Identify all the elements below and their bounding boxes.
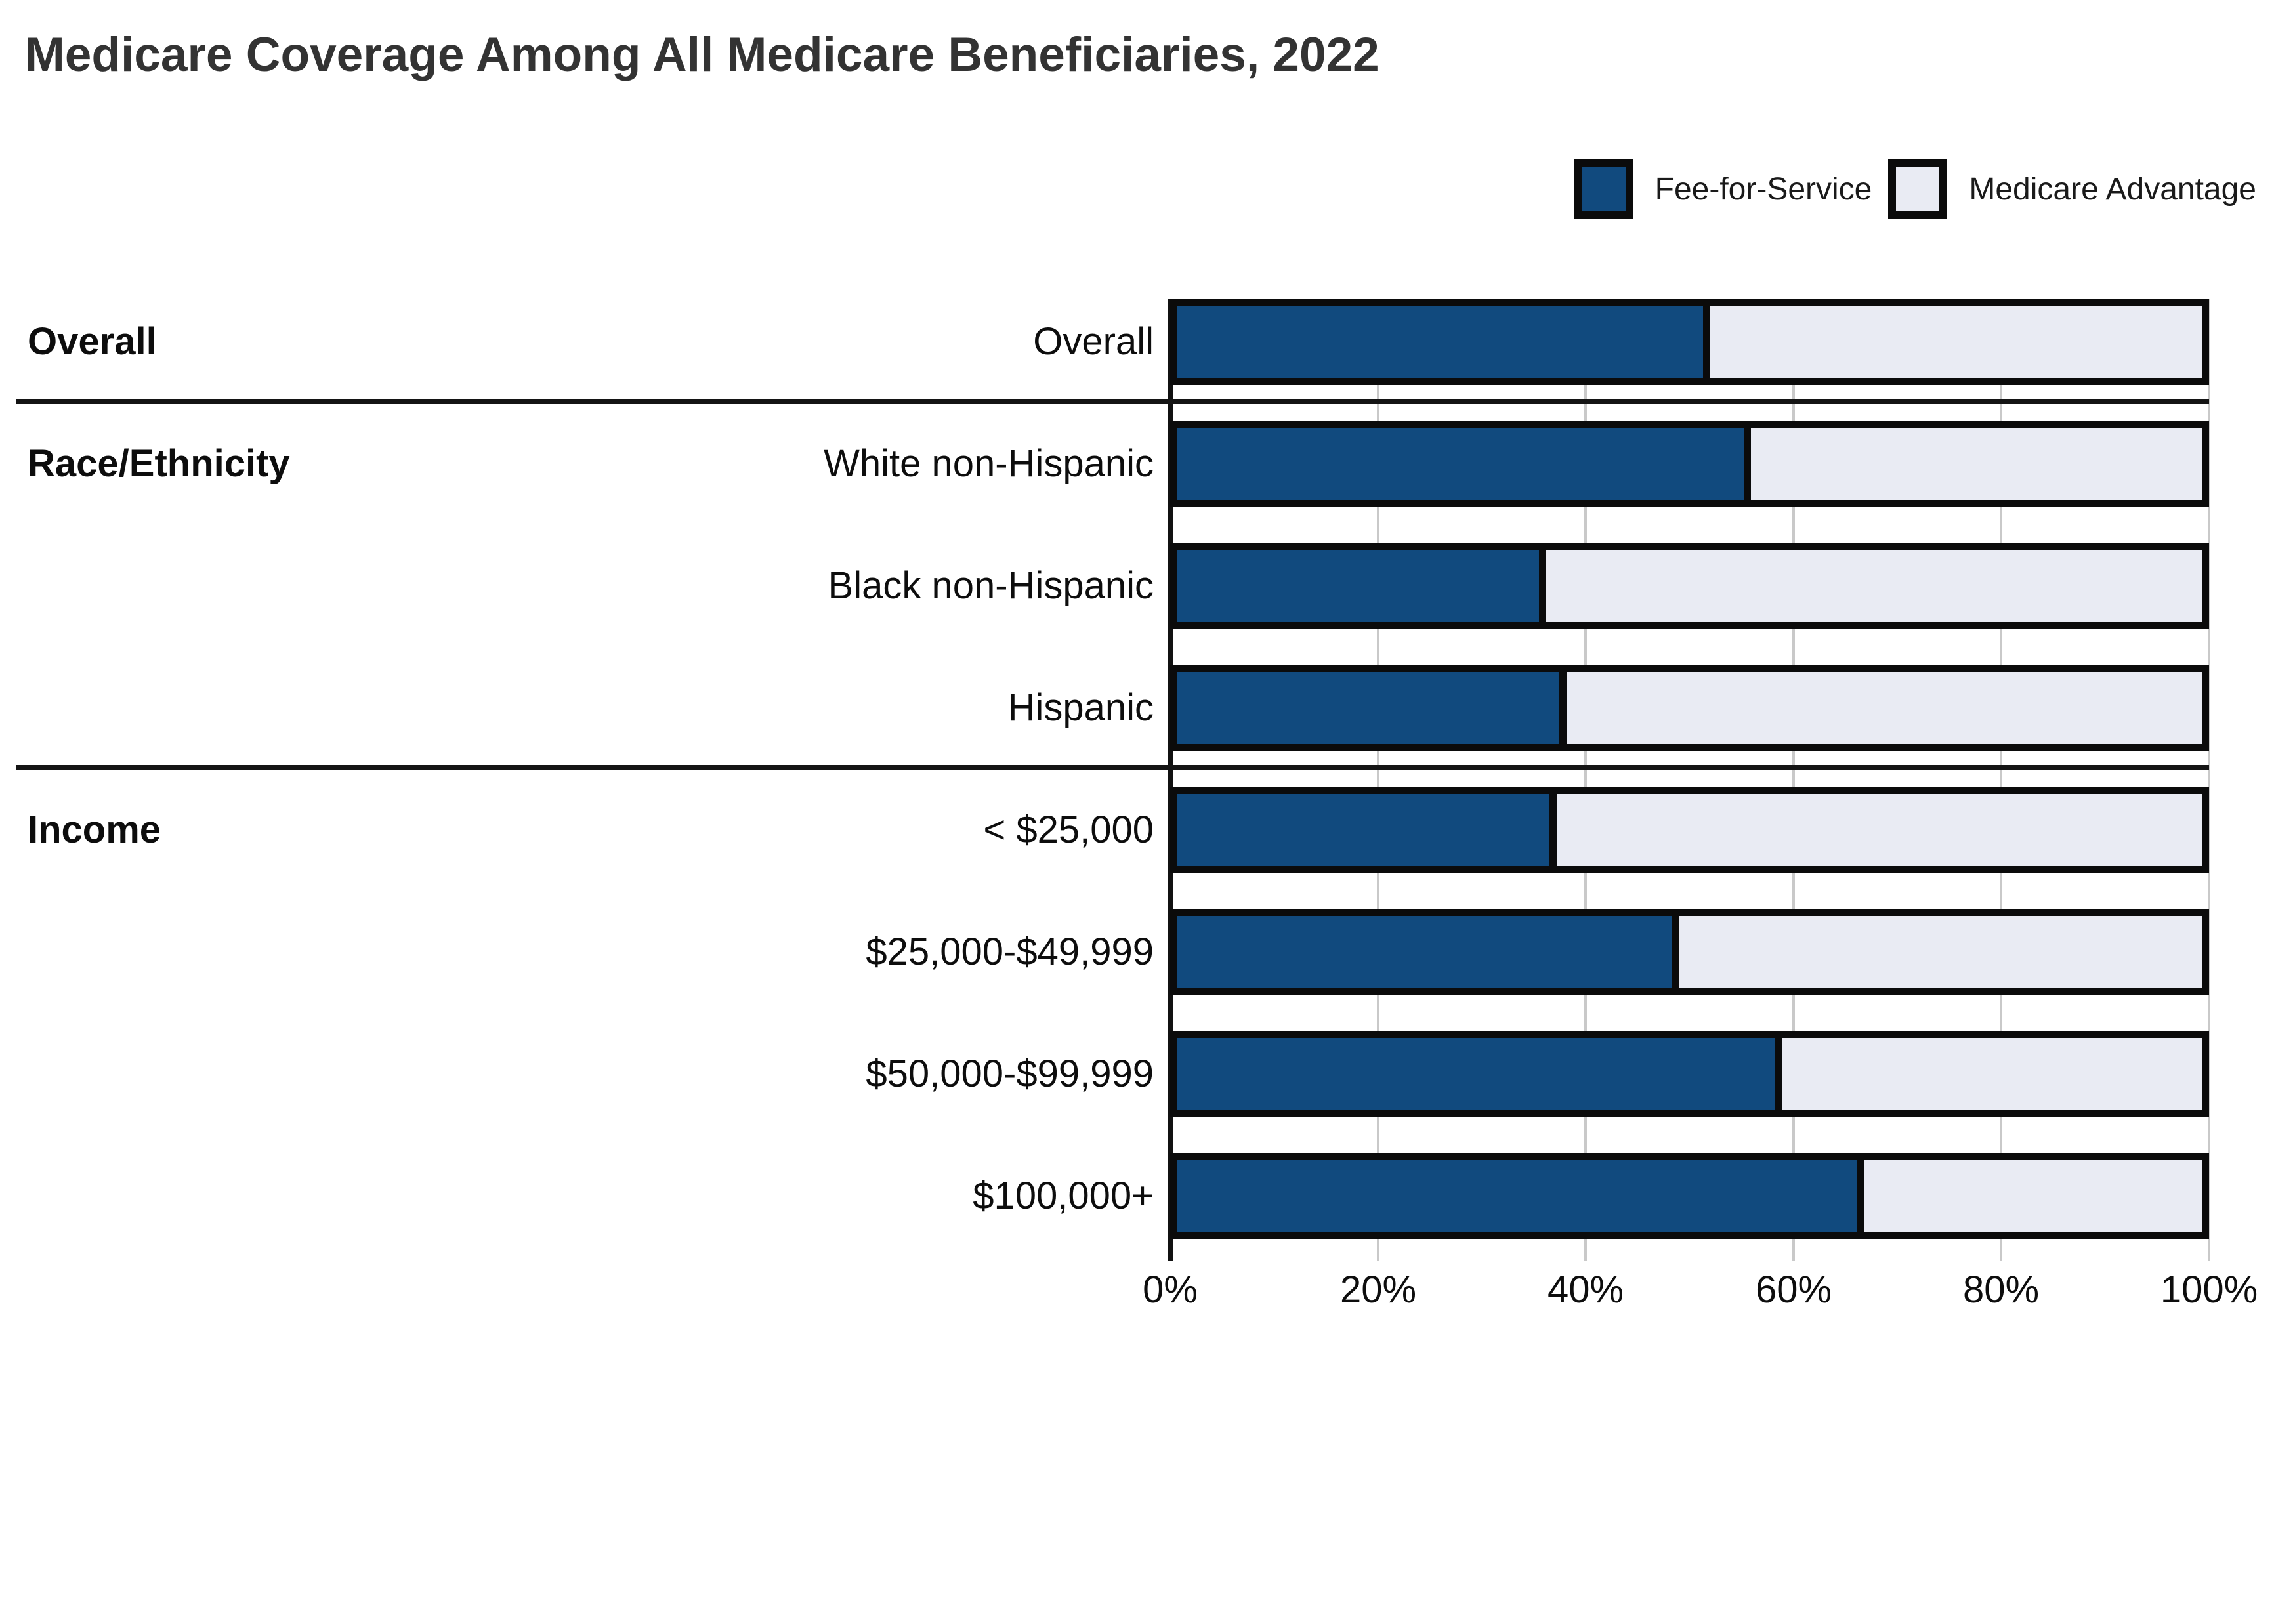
gridline-100 [2208, 299, 2210, 1261]
bar-row [1170, 909, 2209, 995]
x-tick-label: 80% [1962, 1268, 2040, 1311]
x-tick-label: 100% [2160, 1268, 2258, 1311]
section-separator [16, 399, 2209, 404]
bar-row [1170, 299, 2209, 385]
chart-title: Medicare Coverage Among All Medicare Ben… [25, 28, 1379, 81]
bar-row [1170, 787, 2209, 873]
row-label: $100,000+ [973, 1175, 1154, 1217]
bar-segment-fee-for-service [1177, 794, 1557, 866]
bar-segment-medicare-advantage [1863, 1160, 2202, 1232]
bar-row [1170, 1031, 2209, 1117]
row-label: $25,000-$49,999 [866, 930, 1154, 973]
bar-row [1170, 421, 2209, 507]
x-tick-label: 60% [1755, 1268, 1832, 1311]
bar-segment-fee-for-service [1177, 1160, 1864, 1232]
bar-segment-fee-for-service [1177, 672, 1567, 744]
row-label: $50,000-$99,999 [866, 1052, 1154, 1095]
bar-segment-medicare-advantage [1679, 916, 2202, 988]
row-label: < $25,000 [983, 808, 1154, 851]
section-label: Race/Ethnicity [28, 442, 290, 485]
gridline-40 [1584, 299, 1587, 1261]
bar-row [1170, 1153, 2209, 1239]
section-label: Income [28, 808, 161, 851]
bar-segment-fee-for-service [1177, 306, 1710, 378]
legend-label: Fee-for-Service [1654, 171, 1872, 207]
y-axis-line [1168, 299, 1173, 1261]
legend-item: Fee-for-Service [1574, 159, 1872, 219]
bar-segment-fee-for-service [1177, 1038, 1782, 1110]
legend-label: Medicare Advantage [1969, 171, 2256, 207]
row-label: White non-Hispanic [824, 442, 1154, 485]
x-tick-label: 0% [1143, 1268, 1198, 1311]
bar-segment-fee-for-service [1177, 428, 1752, 500]
bar-segment-fee-for-service [1177, 916, 1679, 988]
bar-segment-medicare-advantage [1546, 550, 2202, 622]
bar-row [1170, 665, 2209, 751]
legend-item: Medicare Advantage [1888, 159, 2256, 219]
section-label: Overall [28, 320, 157, 363]
bar-segment-medicare-advantage [1556, 794, 2202, 866]
x-tick-label: 40% [1547, 1268, 1624, 1311]
row-label: Hispanic [1007, 686, 1154, 729]
bar-segment-medicare-advantage [1710, 306, 2202, 378]
bar-segment-medicare-advantage [1567, 672, 2202, 744]
legend: Fee-for-Service Medicare Advantage [1574, 159, 2256, 219]
bar-segment-medicare-advantage [1781, 1038, 2202, 1110]
row-label: Black non-Hispanic [828, 564, 1154, 607]
section-separator [16, 765, 2209, 770]
bar-segment-medicare-advantage [1751, 428, 2202, 500]
legend-swatch-medicare-advantage [1888, 159, 1948, 219]
gridline-20 [1377, 299, 1379, 1261]
legend-swatch-fee-for-service [1574, 159, 1633, 219]
bar-segment-fee-for-service [1177, 550, 1546, 622]
x-tick-label: 20% [1339, 1268, 1417, 1311]
gridline-80 [2000, 299, 2002, 1261]
bar-row [1170, 543, 2209, 629]
row-label: Overall [1033, 320, 1154, 363]
gridline-60 [1792, 299, 1795, 1261]
